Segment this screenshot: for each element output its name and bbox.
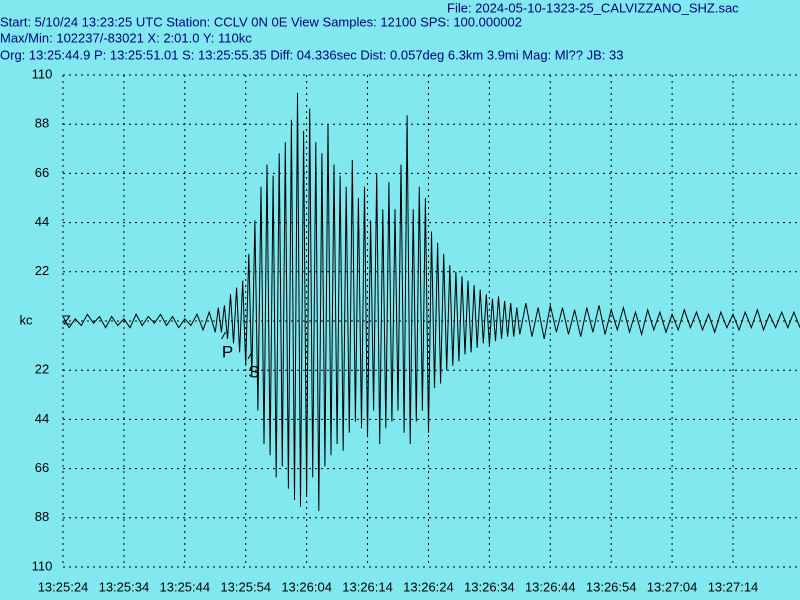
x-tick-label: 13:27:14 [708,579,759,594]
x-tick-label: 13:26:34 [464,579,515,594]
x-tick-label: 13:27:04 [647,579,698,594]
y-tick-label: 22 [35,263,49,278]
x-tick-label: 13:26:44 [525,579,576,594]
y-tick-label: Z [63,312,71,327]
y-tick-label: 88 [35,509,49,524]
x-tick-label: 13:26:54 [586,579,637,594]
y-tick-label: 110 [32,558,53,573]
y-tick-label: 88 [35,116,49,131]
file-name: File: 2024-05-10-1323-25_CALVIZZANO_SHZ.… [447,0,739,15]
y-tick-label: 66 [35,165,49,180]
x-tick-label: 13:26:14 [342,579,393,594]
x-tick-label: 13:25:54 [220,579,271,594]
chart-subtitle: Max/Min: 102237/-83021 X: 2:01.0 Y: 110k… [0,30,252,45]
phase-label: S [248,362,259,381]
chart-title: Start: 5/10/24 13:23:25 UTC Station: CCL… [0,14,522,29]
event-info: Org: 13:25:44.9 P: 13:25:51.01 S: 13:25:… [0,47,623,62]
y-tick-label: 44 [35,411,49,426]
x-tick-label: 13:26:04 [281,579,332,594]
x-tick-label: 13:25:44 [160,579,211,594]
y-tick-label: 22 [35,362,49,377]
y-tick-label: 66 [35,460,49,475]
phase-tick [221,331,226,340]
x-tick-label: 13:25:24 [38,579,89,594]
phase-tick [247,351,253,360]
x-tick-label: 13:25:34 [99,579,150,594]
y-axis-label: kc [20,312,34,327]
y-tick-label: 44 [35,214,49,229]
phase-label: P [222,342,233,361]
x-tick-label: 13:26:24 [403,579,454,594]
y-tick-label: 110 [32,66,53,81]
trace [62,92,800,512]
